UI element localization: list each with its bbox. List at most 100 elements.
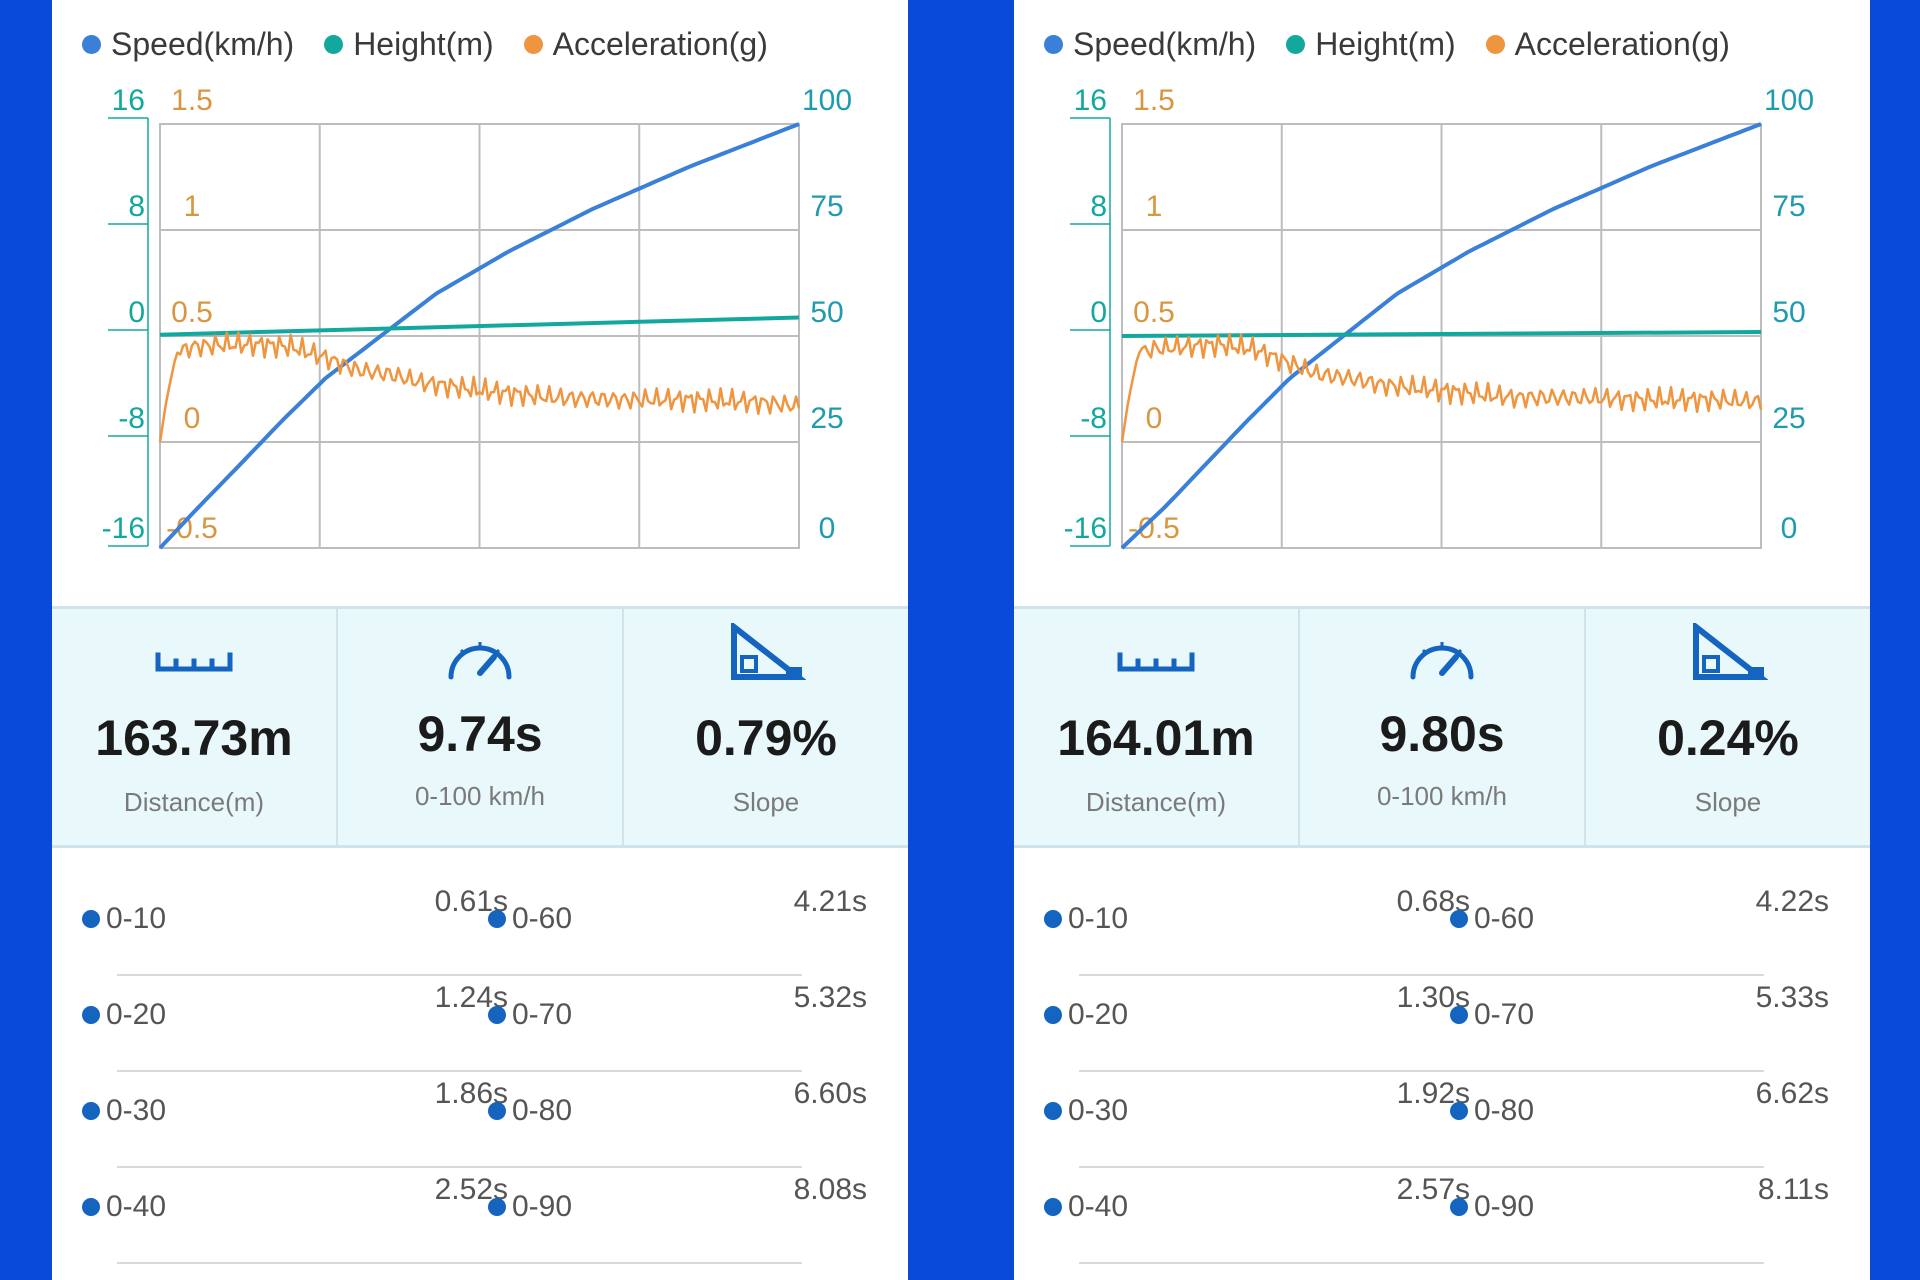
chart-svg: 16 8 0 -8 -16 1.5 1 0.5 0 -0.5 100 75 50 25 0 [102, 84, 852, 550]
split-time: 1.24s [434, 981, 508, 1014]
split-item: 0-40 [1044, 1190, 1128, 1224]
speed-tick-label: 75 [1772, 190, 1805, 223]
split-dot [488, 910, 506, 928]
speed-tick-label: 50 [1772, 296, 1805, 329]
split-times-list: 0-10 0.68s 0-60 4.22s 0-20 1.30s 0-70 5.… [1014, 880, 1870, 1264]
split-label: 0-10 [106, 902, 167, 935]
legend-acceleration[interactable]: Acceleration(g) [1485, 26, 1730, 63]
legend-speed[interactable]: Speed(km/h) [1044, 26, 1256, 63]
split-time: 8.08s [793, 1173, 867, 1206]
row-divider [117, 1166, 802, 1168]
split-item: 0-20 [82, 998, 166, 1032]
ruler-icon [1117, 652, 1195, 672]
acceleration-tick-label: 0.5 [171, 296, 213, 329]
height-tick-label: -8 [118, 402, 145, 435]
legend-acceleration-label: Acceleration(g) [552, 25, 768, 62]
summary-stats: 163.73m Distance(m) 9.74s 0-100 km/h 0.7… [52, 606, 908, 848]
split-item: 0-30 [82, 1094, 166, 1128]
height-tick-label: 0 [1090, 296, 1107, 329]
split-dot [82, 1006, 100, 1024]
split-label: 0-10 [1068, 902, 1129, 935]
legend-speed-dot [82, 34, 101, 54]
legend-acceleration[interactable]: Acceleration(g) [523, 25, 768, 63]
speed-tick-label: 25 [810, 402, 843, 435]
split-item: 0-90 [488, 1190, 572, 1224]
split-row: 0-10 0.68s 0-60 4.22s [1014, 880, 1870, 976]
split-label: 0-90 [512, 1190, 573, 1223]
split-time: 6.60s [793, 1077, 867, 1110]
row-divider [1079, 1166, 1764, 1168]
split-item: 0-20 [1044, 998, 1128, 1032]
split-time: 2.57s [1396, 1173, 1470, 1206]
slope-value: 0.79% [695, 710, 837, 766]
split-item: 0-80 [488, 1094, 572, 1128]
acceleration-tick-label: 1 [184, 190, 201, 223]
slope-icon [731, 623, 806, 680]
legend-speed[interactable]: Speed(km/h) [82, 26, 294, 63]
row-divider [1079, 974, 1764, 976]
acceleration-chart: Speed(km/h) Height(m) Acceleration(g) 16… [52, 0, 908, 600]
split-time: 1.92s [1396, 1077, 1470, 1110]
split-dot [488, 1102, 506, 1120]
speed-tick-label: 0 [819, 512, 836, 545]
stat-acceleration-time: 9.80s 0-100 km/h [1298, 609, 1584, 845]
acceleration-time-label: 0-100 km/h [414, 781, 546, 811]
split-label: 0-40 [1068, 1190, 1129, 1223]
split-item: 0-30 [1044, 1094, 1128, 1128]
height-tick-label: 8 [128, 190, 145, 223]
acceleration-tick-label: 1 [1146, 190, 1163, 223]
split-row: 0-20 1.30s 0-70 5.33s [1014, 976, 1870, 1072]
split-time: 5.32s [793, 981, 867, 1014]
ruler-icon [155, 652, 233, 672]
split-dot [82, 1102, 100, 1120]
legend-acceleration-dot [1485, 34, 1505, 54]
acceleration-time-value: 9.74s [417, 706, 543, 762]
split-time: 0.68s [1396, 885, 1470, 918]
series-line-speed [158, 122, 800, 550]
speed-tick-label: 25 [1772, 402, 1805, 435]
split-row: 0-30 1.92s 0-80 6.62s [1014, 1072, 1870, 1168]
summary-stats: 164.01m Distance(m) 9.80s 0-100 km/h 0.2… [1014, 606, 1870, 848]
split-time: 6.62s [1755, 1077, 1829, 1110]
split-row: 0-20 1.24s 0-70 5.32s [52, 976, 908, 1072]
row-divider [117, 974, 802, 976]
stat-distance: 163.73m Distance(m) [52, 609, 336, 845]
split-label: 0-40 [106, 1190, 167, 1223]
split-item: 0-70 [1450, 998, 1534, 1032]
split-time: 5.33s [1755, 981, 1829, 1014]
split-time: 1.30s [1396, 981, 1470, 1014]
split-row: 0-10 0.61s 0-60 4.21s [52, 880, 908, 976]
distance-value: 164.01m [1057, 710, 1255, 766]
legend-acceleration-dot [523, 34, 543, 54]
acceleration-tick-label: 0 [184, 402, 201, 435]
legend-height[interactable]: Height(m) [324, 26, 494, 63]
split-dot [1450, 910, 1468, 928]
speedometer-icon [1410, 642, 1474, 680]
split-dot [488, 1006, 506, 1024]
split-label: 0-20 [106, 998, 167, 1031]
split-label: 0-70 [1474, 998, 1535, 1031]
split-row: 0-40 2.57s 0-90 8.11s [1014, 1168, 1870, 1264]
legend-speed-label: Speed(km/h) [1073, 25, 1257, 62]
slope-value: 0.24% [1657, 710, 1799, 766]
split-label: 0-30 [1068, 1094, 1129, 1127]
speed-tick-label: 0 [1781, 512, 1798, 545]
split-dot [488, 1198, 506, 1216]
row-divider [1079, 1262, 1764, 1264]
split-time: 1.86s [434, 1077, 508, 1110]
legend-height[interactable]: Height(m) [1286, 26, 1456, 63]
split-label: 0-80 [512, 1094, 573, 1127]
slope-label: Slope [1694, 787, 1762, 817]
split-item: 0-10 [82, 902, 166, 936]
stat-acceleration-time: 9.74s 0-100 km/h [336, 609, 622, 845]
acceleration-time-value: 9.80s [1379, 706, 1505, 762]
stat-slope: 0.79% Slope [622, 609, 908, 845]
acceleration-time-label: 0-100 km/h [1376, 781, 1508, 811]
acceleration-tick-label: -0.5 [166, 512, 218, 545]
acceleration-tick-label: 1.5 [1133, 84, 1175, 117]
split-label: 0-60 [1474, 902, 1535, 935]
height-tick-label: -8 [1080, 402, 1107, 435]
split-dot [1450, 1198, 1468, 1216]
chart-legend: Speed(km/h) Height(m) Acceleration(g) [82, 16, 768, 72]
speed-tick-label: 100 [802, 84, 852, 117]
